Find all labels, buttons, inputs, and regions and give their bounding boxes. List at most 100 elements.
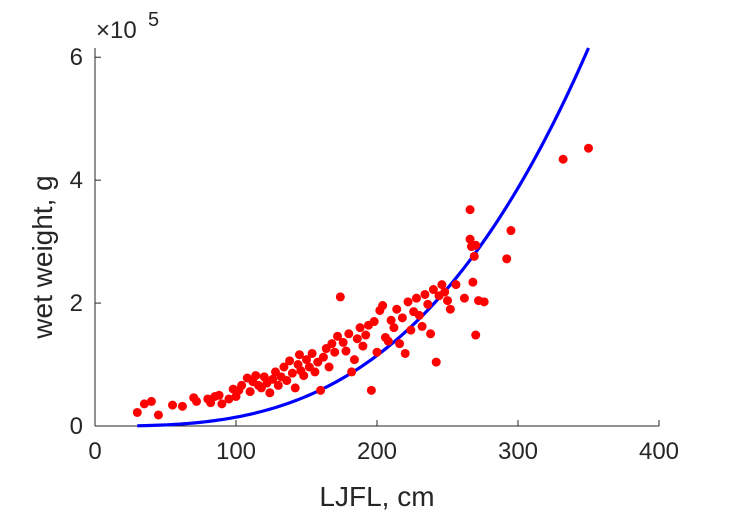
data-point xyxy=(440,287,450,297)
data-point xyxy=(471,330,481,340)
data-point xyxy=(465,205,475,215)
data-point xyxy=(403,297,413,307)
data-point xyxy=(224,394,234,404)
x-tick-label: 200 xyxy=(357,438,397,465)
data-point xyxy=(372,347,382,357)
data-point xyxy=(468,277,478,287)
y-tick-label: 0 xyxy=(70,413,83,440)
data-point xyxy=(469,251,479,261)
x-tick-label: 100 xyxy=(216,438,256,465)
data-point xyxy=(352,334,362,344)
data-point xyxy=(465,234,475,244)
data-point xyxy=(506,226,516,236)
data-point xyxy=(437,280,447,290)
data-point xyxy=(366,385,376,395)
data-point xyxy=(265,388,275,398)
y-exponent-base: ×10 xyxy=(96,17,137,44)
data-point xyxy=(318,352,328,362)
x-tick-label: 0 xyxy=(88,438,101,465)
data-point xyxy=(355,323,365,333)
data-point xyxy=(333,331,343,341)
data-point xyxy=(347,367,357,377)
data-point xyxy=(406,325,416,335)
data-point xyxy=(192,396,202,406)
data-point xyxy=(279,362,289,372)
data-point xyxy=(217,399,227,409)
data-point xyxy=(451,280,461,290)
data-point xyxy=(502,254,512,264)
data-point xyxy=(310,367,320,377)
y-tick-label: 4 xyxy=(70,167,83,194)
y-axis-title: wet weight, g xyxy=(27,175,58,339)
data-point xyxy=(153,410,163,420)
data-point xyxy=(378,301,388,311)
y-tick-label: 6 xyxy=(70,44,83,71)
data-point xyxy=(251,371,261,381)
data-point xyxy=(395,339,405,349)
data-point xyxy=(389,323,399,333)
data-point xyxy=(307,348,317,358)
data-point xyxy=(324,362,334,372)
data-point xyxy=(361,330,371,340)
data-point xyxy=(273,380,283,390)
data-point xyxy=(479,297,489,307)
data-point xyxy=(445,304,455,314)
data-point xyxy=(400,348,410,358)
data-point xyxy=(443,296,452,306)
data-point xyxy=(349,355,359,365)
data-point xyxy=(327,339,337,349)
data-point xyxy=(420,289,430,299)
data-point xyxy=(431,357,441,367)
data-point xyxy=(386,315,396,325)
data-point xyxy=(282,376,292,386)
data-point xyxy=(397,313,407,323)
data-point xyxy=(245,387,255,397)
data-point xyxy=(285,356,295,366)
data-point xyxy=(411,293,421,303)
data-point xyxy=(214,390,224,400)
data-point xyxy=(330,347,340,357)
x-tick-label: 300 xyxy=(498,438,538,465)
data-point xyxy=(423,299,433,309)
data-point xyxy=(294,350,304,360)
x-ticks: 0 100 200 300 400 xyxy=(88,420,679,465)
data-point xyxy=(344,329,354,339)
data-point xyxy=(369,317,379,327)
data-point xyxy=(335,292,345,302)
data-point xyxy=(459,293,469,303)
data-points xyxy=(132,143,593,420)
data-point xyxy=(558,154,568,164)
y-tick-label: 2 xyxy=(70,290,83,317)
fit-curve-group xyxy=(137,47,590,428)
fit-curve xyxy=(137,47,590,428)
data-point xyxy=(237,380,247,390)
data-point xyxy=(139,399,149,409)
data-point xyxy=(302,355,311,365)
data-point xyxy=(383,336,393,346)
y-ticks: 0 2 4 6 xyxy=(70,44,101,440)
data-point xyxy=(287,368,297,378)
data-point xyxy=(168,400,178,410)
data-point xyxy=(392,304,402,314)
x-tick-label: 400 xyxy=(639,438,679,465)
data-point xyxy=(584,143,593,153)
data-point xyxy=(471,240,481,250)
data-point xyxy=(268,374,278,384)
data-point xyxy=(132,407,142,417)
data-point xyxy=(358,341,368,351)
data-point xyxy=(299,371,309,381)
data-point xyxy=(177,401,187,411)
data-point xyxy=(316,385,326,395)
y-exponent-power: 5 xyxy=(148,9,159,31)
data-point xyxy=(417,321,427,331)
data-point xyxy=(341,346,351,356)
data-point xyxy=(338,337,348,347)
data-point xyxy=(146,396,156,406)
data-point xyxy=(428,285,438,295)
data-point xyxy=(414,310,424,320)
x-axis-title: LJFL, cm xyxy=(319,481,434,512)
data-point xyxy=(426,329,436,339)
data-point xyxy=(290,383,300,393)
